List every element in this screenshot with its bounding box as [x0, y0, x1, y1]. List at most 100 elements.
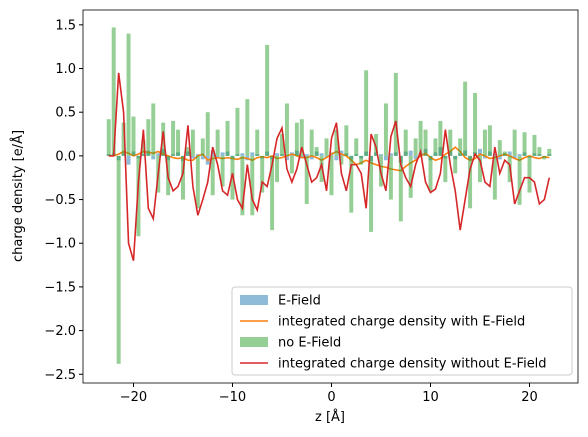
- bar: [398, 155, 403, 222]
- bar: [423, 129, 428, 156]
- bar: [280, 134, 284, 156]
- legend-label: E-Field: [278, 294, 321, 309]
- bar: [200, 138, 205, 156]
- legend-swatch: [240, 337, 268, 347]
- bar: [111, 27, 116, 156]
- bar: [156, 153, 161, 156]
- legend-swatch: [240, 295, 268, 305]
- bar: [304, 154, 309, 156]
- bar: [433, 138, 438, 156]
- bar: [185, 147, 190, 156]
- bar: [388, 153, 393, 156]
- bar: [215, 129, 220, 156]
- bar: [309, 129, 314, 156]
- bar: [478, 155, 482, 183]
- bar: [527, 155, 532, 193]
- bar: [468, 155, 473, 209]
- bar: [151, 103, 156, 156]
- bar: [487, 125, 492, 156]
- bar: [458, 138, 463, 156]
- bar: [463, 81, 468, 156]
- bar: [453, 155, 458, 174]
- bar: [195, 154, 200, 156]
- bar: [403, 129, 408, 156]
- y-axis-label: charge density [e/Å]: [10, 130, 26, 262]
- bar: [265, 44, 270, 156]
- x-tick-label: 20: [521, 390, 538, 405]
- bar: [240, 153, 245, 156]
- bar: [388, 155, 393, 200]
- bar: [151, 155, 156, 160]
- bar: [161, 122, 166, 156]
- bar: [359, 155, 364, 165]
- bar: [284, 155, 289, 161]
- bar: [200, 155, 205, 160]
- y-tick-label: −1.0: [44, 237, 76, 252]
- bar: [448, 129, 453, 156]
- y-tick-label: −0.5: [44, 193, 76, 208]
- bar: [344, 125, 349, 156]
- bar: [126, 33, 131, 156]
- bar: [225, 120, 230, 156]
- bar: [379, 154, 383, 156]
- bar: [428, 155, 433, 191]
- bar: [443, 155, 448, 183]
- bar: [275, 153, 280, 156]
- bar: [250, 155, 255, 216]
- bar: [334, 155, 339, 161]
- bar: [319, 153, 324, 156]
- bar: [324, 138, 329, 156]
- x-tick-label: 0: [327, 390, 335, 405]
- bar: [146, 119, 151, 156]
- y-tick-label: −1.5: [44, 280, 76, 295]
- bar: [408, 155, 413, 198]
- bar: [393, 72, 398, 156]
- bar: [517, 155, 522, 205]
- bar: [294, 122, 299, 156]
- bar: [235, 107, 240, 156]
- bar: [517, 154, 522, 156]
- bar: [106, 119, 111, 156]
- bar: [542, 155, 547, 160]
- bar: [250, 152, 255, 156]
- bar: [220, 155, 225, 187]
- bar: [270, 155, 275, 231]
- bar: [354, 138, 359, 156]
- x-tick-label: −10: [219, 390, 246, 405]
- bar: [171, 120, 176, 156]
- bar: [383, 103, 388, 156]
- bar: [121, 122, 126, 156]
- bar: [492, 154, 497, 156]
- y-tick-label: 1.5: [55, 18, 76, 33]
- x-tick-label: 10: [422, 390, 439, 405]
- bar: [255, 129, 260, 156]
- bar: [502, 151, 507, 156]
- bar: [304, 155, 309, 204]
- bar: [220, 152, 225, 156]
- bar: [195, 155, 200, 209]
- bar: [482, 129, 487, 156]
- x-tick-label: −20: [120, 390, 147, 405]
- bar: [284, 103, 289, 156]
- bar: [492, 155, 497, 200]
- bar: [408, 150, 413, 156]
- plot-frame: [82, 9, 579, 384]
- bar: [190, 129, 195, 156]
- bar: [299, 119, 304, 156]
- x-axis-label: z [Å]: [315, 409, 345, 425]
- bar: [512, 129, 517, 156]
- legend-box: [231, 286, 573, 376]
- bar: [329, 155, 334, 196]
- bar: [141, 140, 146, 156]
- bar: [532, 134, 537, 156]
- bar: [418, 120, 423, 156]
- bar: [136, 155, 141, 237]
- bar: [210, 150, 215, 156]
- bar: [413, 155, 418, 160]
- bar: [547, 148, 552, 156]
- bar: [478, 148, 482, 156]
- bar: [438, 120, 443, 156]
- bar: [413, 138, 418, 156]
- bar: [349, 155, 354, 213]
